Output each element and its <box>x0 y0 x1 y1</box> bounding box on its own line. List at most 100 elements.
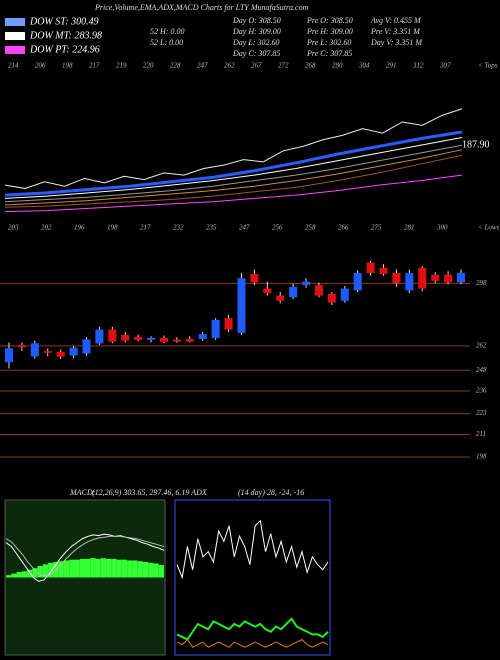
macd-histogram-bar <box>63 560 70 578</box>
info-text: 52 L: 0.00 <box>150 38 183 47</box>
top-label: 307 <box>439 62 451 70</box>
ema-line <box>4 130 463 197</box>
info-text: Day O: 308.50 <box>232 16 281 25</box>
macd-histogram-bar <box>21 571 28 578</box>
bottom-label: 232 <box>173 224 184 232</box>
macd-histogram-bar <box>100 558 107 578</box>
macd-histogram-bar <box>116 559 122 578</box>
candle-body <box>353 272 362 291</box>
ema-line <box>4 149 463 206</box>
top-label: 262 <box>224 62 235 70</box>
macd-histogram-bar <box>6 575 12 578</box>
macd-histogram-bar <box>58 561 64 578</box>
ema-line <box>4 144 463 203</box>
ema-line <box>4 174 463 213</box>
macd-histogram-bar <box>95 558 101 578</box>
bottom-label: 300 <box>436 224 448 232</box>
macd-histogram-bar <box>153 563 159 578</box>
macd-histogram-bar <box>142 562 149 578</box>
macd-histogram-bar <box>127 560 133 578</box>
macd-histogram-bar <box>121 559 128 578</box>
bottom-label: 256 <box>272 224 283 232</box>
candle-body <box>237 278 246 333</box>
info-text: Day H: 309.00 <box>232 27 281 36</box>
candle-body <box>276 295 285 301</box>
top-label: 228 <box>170 62 181 70</box>
legend-label: DOW MT: 283.98 <box>29 30 102 41</box>
candle-body <box>314 285 323 296</box>
candle-body <box>392 272 401 284</box>
candle-body <box>224 318 233 330</box>
candle-body <box>121 334 130 341</box>
macd-histogram-bar <box>85 558 91 578</box>
candle-body <box>366 262 375 273</box>
candle-body <box>172 339 181 342</box>
y-tick-label: 198 <box>476 453 487 461</box>
legend-swatch <box>5 18 25 26</box>
top-caption: < Tops <box>478 62 498 70</box>
candle-body <box>108 329 117 342</box>
candle-body <box>379 267 388 274</box>
top-label: 206 <box>35 62 46 70</box>
candle-body <box>444 274 453 283</box>
candle-body <box>69 347 78 356</box>
candle-body <box>30 343 39 357</box>
bottom-label: 247 <box>239 224 250 232</box>
candle-body <box>134 336 143 340</box>
macd-params: (12,26,9) 303.65, 297.46, 6.19 ADX <box>92 488 208 497</box>
macd-histogram-bar <box>32 568 38 578</box>
info-text: Pre V: 3.351 M <box>370 27 421 36</box>
top-label: 268 <box>305 62 316 70</box>
candle-body <box>17 345 26 348</box>
candle-body <box>263 288 272 294</box>
bottom-label: 281 <box>404 224 415 232</box>
candle-body <box>302 281 311 286</box>
candle-body <box>457 272 465 283</box>
candle-body <box>431 274 440 281</box>
ema-line <box>4 154 463 208</box>
candle-body <box>211 319 220 338</box>
info-text: Day C: 307.85 <box>232 49 280 58</box>
top-label: 291 <box>386 62 397 70</box>
macd-histogram-bar <box>74 559 80 578</box>
y-tick-label: 211 <box>476 430 486 438</box>
indicator-line <box>5 533 165 582</box>
candle-body <box>56 351 65 357</box>
bottom-label: 203 <box>8 224 19 232</box>
top-label: 247 <box>197 62 208 70</box>
macd-histogram-bar <box>37 565 43 578</box>
candle-body <box>5 348 13 363</box>
indicator-line <box>5 535 165 577</box>
macd-histogram-bar <box>48 562 54 578</box>
y-tick-label: 248 <box>476 366 487 374</box>
info-text: Pre H: 309.00 <box>306 27 353 36</box>
candle-body <box>340 288 349 301</box>
macd-histogram-bar <box>90 558 96 578</box>
top-label: 217 <box>89 62 100 70</box>
macd-histogram-bar <box>16 572 22 578</box>
info-text: Avg V: 0.455 M <box>370 16 422 25</box>
legend-swatch <box>5 46 25 54</box>
top-label: 220 <box>143 62 154 70</box>
info-text: 52 H: 0.00 <box>150 27 184 36</box>
candle-body <box>43 351 52 353</box>
macd-histogram-bar <box>132 560 138 578</box>
y-tick-label: 262 <box>476 342 487 350</box>
macd-histogram-bar <box>79 558 85 578</box>
candle-body <box>405 272 414 291</box>
bottom-label: 235 <box>206 224 217 232</box>
page-title: Price,Volume,EMA,ADX,MACD Charts for LTY… <box>94 3 309 12</box>
top-label: 312 <box>412 62 424 70</box>
info-text: Pre O: 308.50 <box>306 16 353 25</box>
info-text: Day L: 302.60 <box>232 38 279 47</box>
adx-label: (14 day) 28, -24, -16 <box>238 488 304 497</box>
indicator-line <box>176 638 329 648</box>
info-text: Day V: 3.351 M <box>370 38 423 47</box>
bottom-label: 196 <box>74 224 85 232</box>
info-text: Pre C: 307.85 <box>306 49 352 58</box>
candle-body <box>82 339 91 354</box>
top-label: 304 <box>358 62 370 70</box>
legend-label: DOW ST: 300.49 <box>29 16 99 27</box>
candle-body <box>147 337 156 340</box>
